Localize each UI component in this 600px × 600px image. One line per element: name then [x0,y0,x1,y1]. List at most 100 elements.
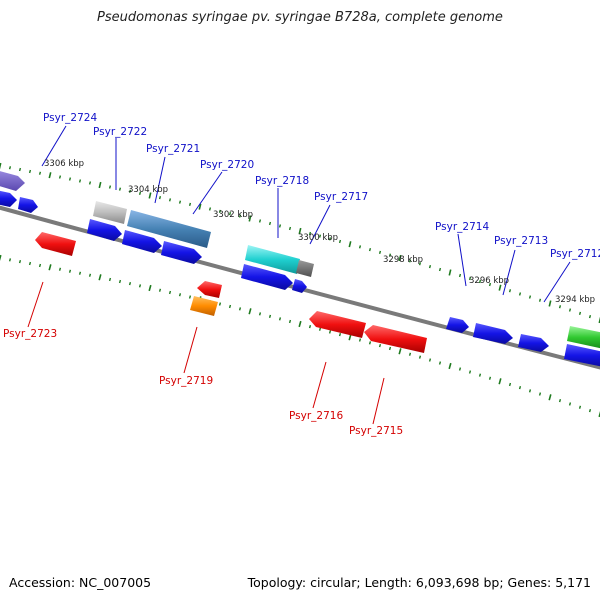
tick-mark [538,392,542,396]
tick-mark [508,289,512,293]
gene-label-psyr-2722[interactable]: Psyr_2722 [93,126,147,138]
gene-label-psyr-2720[interactable]: Psyr_2720 [200,159,254,171]
kbp-marker-3302: 3302 kbp [213,210,253,220]
tick-mark [428,265,432,269]
gene-label-psyr-2721[interactable]: Psyr_2721 [146,143,200,155]
tick-mark [168,198,172,202]
gene-blue[interactable] [87,219,122,241]
tick-mark [8,258,12,262]
tick-mark [338,333,342,337]
tick-mark [38,263,42,268]
gene-label-psyr-2712[interactable]: Psyr_2712 [550,248,600,260]
tick-mark [108,185,112,189]
gene-blue[interactable] [0,190,17,207]
gene-red[interactable] [309,311,366,338]
gene-label-psyr-2717[interactable]: Psyr_2717 [314,191,368,203]
gene-blue[interactable] [446,317,469,333]
tick-mark [308,231,312,236]
gene-label-psyr-2716[interactable]: Psyr_2716 [289,410,343,422]
tick-mark [388,346,392,351]
gene-blue[interactable] [161,241,202,264]
gene-blue[interactable] [564,344,600,367]
gene-blue[interactable] [18,197,38,213]
tick-mark [578,311,582,315]
tick-mark [238,214,242,218]
kbp-marker-3296: 3296 kbp [469,276,509,286]
tick-mark [258,219,262,223]
gene-label-psyr-2718[interactable]: Psyr_2718 [255,175,309,187]
tick-mark [468,370,472,374]
gene-green[interactable] [567,326,600,349]
tick-mark [318,327,322,331]
gene-label-psyr-2714[interactable]: Psyr_2714 [435,221,489,233]
gene-label-psyr-2723[interactable]: Psyr_2723 [3,328,57,340]
tick-mark [548,394,552,401]
tick-mark [558,305,562,309]
gene-label-psyr-2719[interactable]: Psyr_2719 [159,375,213,387]
tick-mark [158,196,162,200]
reverse-leader-lines [27,281,385,425]
tick-mark [248,215,252,222]
tick-mark [548,300,552,307]
tick-mark [238,307,242,311]
tick-mark [278,224,282,228]
gene-label-psyr-2724[interactable]: Psyr_2724 [43,112,97,124]
tick-mark [388,253,392,257]
tick-mark [228,212,232,216]
tick-mark [218,302,222,306]
tick-mark [98,181,102,189]
kbp-marker-3300: 3300 kbp [298,233,338,243]
tick-mark [348,334,352,341]
gene-label-psyr-2713[interactable]: Psyr_2713 [494,235,548,247]
tick-mark [288,226,292,231]
tick-mark [68,177,72,181]
kbp-marker-3298: 3298 kbp [383,255,423,265]
tick-mark [488,282,492,287]
gene-blue[interactable] [292,279,307,293]
tick-mark [448,362,452,370]
tick-mark [378,250,382,254]
tick-mark [298,320,302,328]
gene-red[interactable] [35,232,76,256]
gene-orange[interactable] [190,296,218,316]
tick-mark [138,191,142,195]
gene-red[interactable] [364,325,427,353]
tick-mark [598,410,600,418]
tick-mark [128,189,132,193]
gene-blue[interactable] [241,264,293,290]
tick-mark [348,241,352,248]
gene-blue[interactable] [122,230,162,253]
gene-blue[interactable] [518,334,549,352]
tick-mark [58,175,62,179]
tick-mark [498,284,502,291]
forward-leader-lines [41,125,571,303]
tick-mark [328,237,332,241]
tick-mark [68,269,72,273]
tick-mark [578,405,582,409]
gene-cyan[interactable] [245,245,300,274]
gene-purple[interactable] [0,170,25,191]
tick-mark [558,399,562,403]
tick-mark [118,187,122,191]
tick-mark [478,279,482,284]
tick-mark [128,282,132,286]
tick-mark [178,293,182,297]
tick-mark [588,409,592,413]
tick-mark [438,267,442,272]
gene-red[interactable] [197,281,222,298]
tick-mark [138,284,142,288]
gene-steelblue[interactable] [127,210,211,248]
tick-mark [118,279,122,284]
tick-mark [288,319,292,324]
tick-mark [458,273,462,278]
tick-mark [188,295,192,299]
tick-mark [528,389,532,393]
gene-gray[interactable] [93,201,127,224]
tick-mark [328,330,332,334]
tick-mark [98,274,102,281]
gene-label-psyr-2715[interactable]: Psyr_2715 [349,425,403,437]
gene-darkgray[interactable] [296,260,314,277]
gene-blue[interactable] [473,323,513,344]
tick-mark [8,166,12,170]
